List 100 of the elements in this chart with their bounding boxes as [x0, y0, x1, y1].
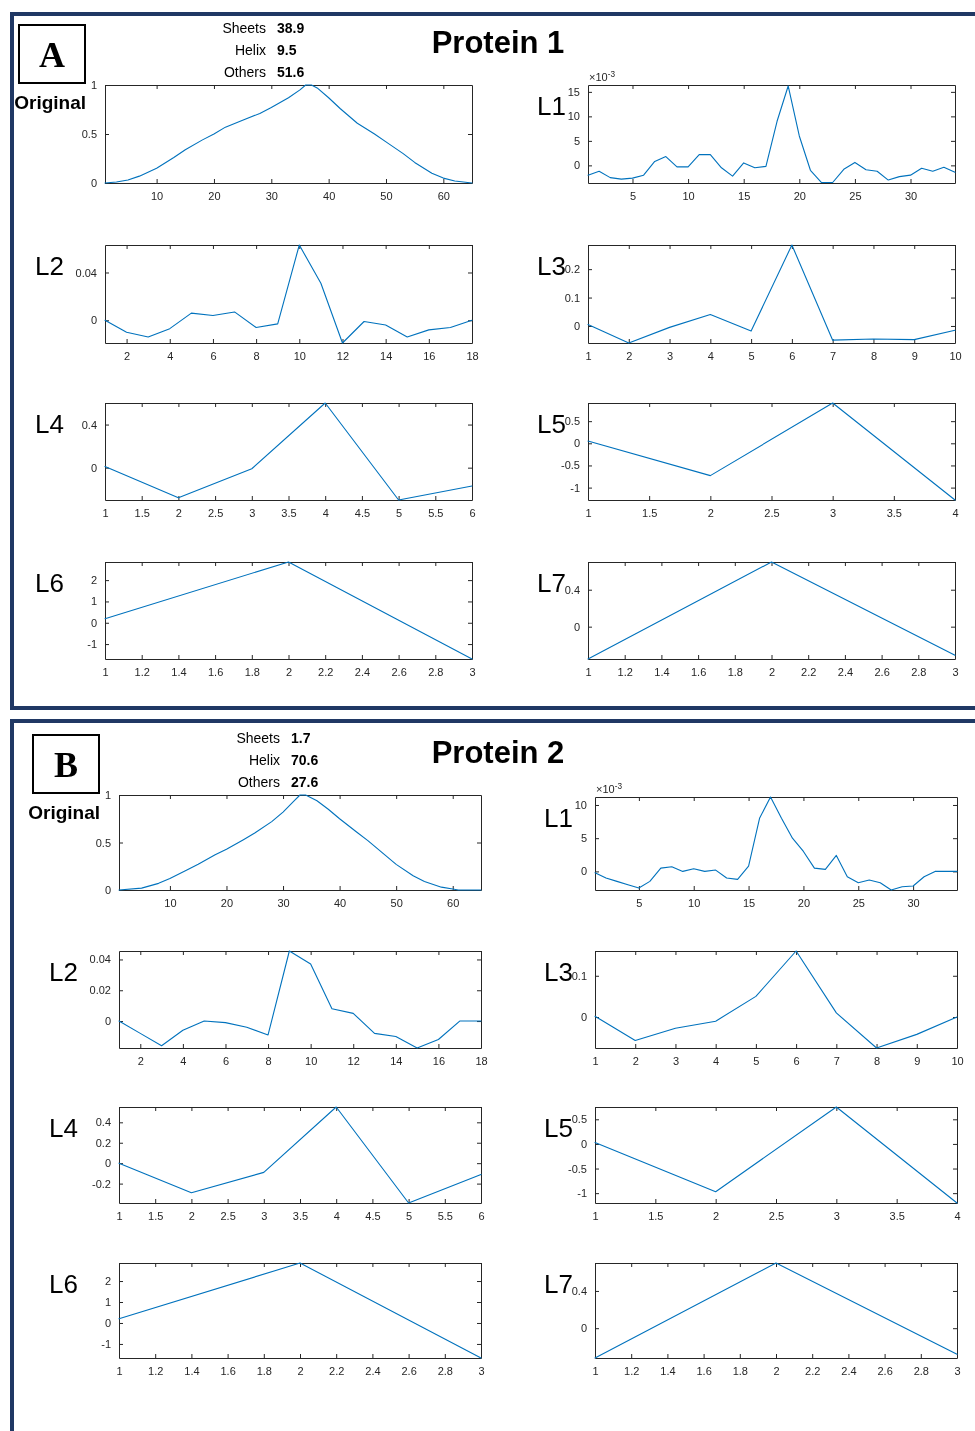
x-tick-label: 2: [713, 1209, 720, 1222]
x-tick-label: 2.2: [329, 1364, 345, 1377]
x-tick-label: 2: [632, 1054, 639, 1067]
x-tick-label: 6: [478, 1209, 485, 1222]
x-tick-label: 1.2: [134, 665, 150, 678]
line-series: [587, 85, 956, 184]
chart-title: L2: [35, 251, 64, 281]
x-tick-label: 9: [914, 1054, 921, 1067]
y-tick-label: 2: [104, 1275, 111, 1288]
y-tick-label: 1: [90, 595, 97, 608]
x-tick-label: 2.2: [318, 665, 334, 678]
x-tick-label: 2.2: [801, 665, 817, 678]
y-tick-label: 0: [580, 1137, 587, 1150]
x-tick-label: 40: [333, 896, 347, 909]
text: Protein 1: [431, 25, 565, 60]
x-tick-label: 10: [164, 896, 177, 909]
x-tick-label: 2.8: [428, 665, 444, 678]
line-series: [594, 796, 958, 891]
y-tick-label: 0: [104, 1157, 111, 1170]
x-tick-label: 1: [116, 1209, 123, 1222]
text: B: [53, 745, 79, 785]
x-tick-label: 20: [220, 896, 234, 909]
x-tick-label: 1.6: [207, 665, 224, 678]
x-tick-label: 5: [629, 189, 637, 202]
line-series: [104, 402, 473, 501]
x-tick-label: 3.5: [281, 506, 297, 519]
line-series: [594, 1106, 958, 1204]
y-tick-label: 0.5: [81, 128, 97, 141]
y-tick-label: 0: [104, 1015, 111, 1028]
x-tick-label: 3: [478, 1364, 485, 1377]
y-tick-label: 0: [90, 177, 97, 190]
y-tick-label: 5: [580, 832, 587, 845]
x-tick-label: 2.4: [354, 665, 371, 678]
x-tick-label: 5.5: [437, 1209, 453, 1222]
y-tick-label: 10: [567, 110, 580, 123]
y-tick-label: 1: [104, 1296, 111, 1309]
x-tick-label: 6: [469, 506, 476, 519]
text: 38.9: [277, 20, 305, 36]
x-tick-label: 2.4: [365, 1364, 381, 1377]
line-series: [118, 950, 482, 1049]
x-tick-label: 1.6: [690, 665, 707, 678]
y-tick-label: -0.2: [92, 1177, 111, 1190]
x-tick-label: 50: [380, 189, 393, 202]
chart-title: L1: [544, 803, 573, 833]
y-tick-label: -1: [101, 1337, 111, 1350]
x-tick-label: 3: [830, 506, 837, 519]
x-tick-label: 25: [852, 896, 865, 909]
y-tick-label: 2: [90, 574, 97, 587]
x-tick-label: 2: [188, 1209, 195, 1222]
x-tick-label: 1.4: [184, 1364, 200, 1377]
x-tick-label: 2: [285, 665, 293, 678]
x-tick-label: 2.6: [877, 1364, 893, 1377]
x-tick-label: 1.8: [732, 1364, 748, 1377]
y-tick-label: -0.5: [561, 459, 580, 472]
x-tick-label: 1.4: [171, 665, 187, 678]
x-tick-label: 16: [432, 1054, 446, 1067]
x-tick-label: 3: [666, 349, 674, 362]
x-tick-label: 5.5: [428, 506, 444, 519]
x-tick-label: 6: [210, 349, 217, 362]
x-tick-label: 2.5: [768, 1209, 785, 1222]
y-tick-label: 0.5: [564, 415, 580, 428]
chart-title: L2: [49, 957, 78, 987]
x-tick-label: 1.8: [244, 665, 260, 678]
chart-title: L1: [537, 91, 566, 121]
chart-title: L3: [544, 957, 573, 987]
y-tick-label: -1: [570, 481, 580, 494]
x-tick-label: 8: [873, 1054, 881, 1067]
x-tick-label: 6: [222, 1054, 230, 1067]
x-tick-label: 3: [833, 1209, 840, 1222]
x-tick-label: 1.5: [648, 1209, 664, 1222]
x-tick-label: 6: [789, 349, 796, 362]
x-tick-label: 2.5: [207, 506, 224, 519]
x-tick-label: 1: [116, 1364, 123, 1377]
x-tick-label: 50: [390, 896, 403, 909]
chart-title: L4: [49, 1113, 78, 1143]
x-tick-label: 2.2: [805, 1364, 821, 1377]
line-series: [118, 1106, 482, 1204]
text: Helix: [248, 752, 280, 768]
line-series: [587, 244, 956, 344]
y-tick-label: 1: [104, 789, 111, 802]
y-tick-label: 0: [104, 1317, 111, 1329]
x-tick-label: 30: [277, 896, 290, 909]
x-tick-label: 5: [406, 1209, 413, 1222]
line-series: [587, 402, 956, 501]
x-tick-label: 2: [707, 506, 714, 519]
x-tick-label: 15: [738, 189, 751, 202]
x-tick-label: 1.8: [727, 665, 743, 678]
x-tick-label: 15: [742, 896, 756, 909]
chart-title: Original: [28, 802, 100, 823]
x-tick-label: 1.4: [660, 1364, 676, 1377]
y-tick-label: 0.5: [571, 1113, 587, 1126]
x-tick-label: 4.5: [354, 506, 371, 519]
y-tick-label: 0: [580, 1322, 587, 1335]
y-tick-label: 0: [580, 1011, 587, 1024]
x-tick-label: 1: [592, 1054, 599, 1067]
y-tick-label: 0.2: [95, 1136, 111, 1149]
x-tick-label: 2.8: [913, 1364, 929, 1377]
x-tick-label: 20: [208, 189, 221, 202]
y-tick-label: 0: [573, 437, 580, 450]
x-tick-label: 1.2: [617, 665, 633, 678]
